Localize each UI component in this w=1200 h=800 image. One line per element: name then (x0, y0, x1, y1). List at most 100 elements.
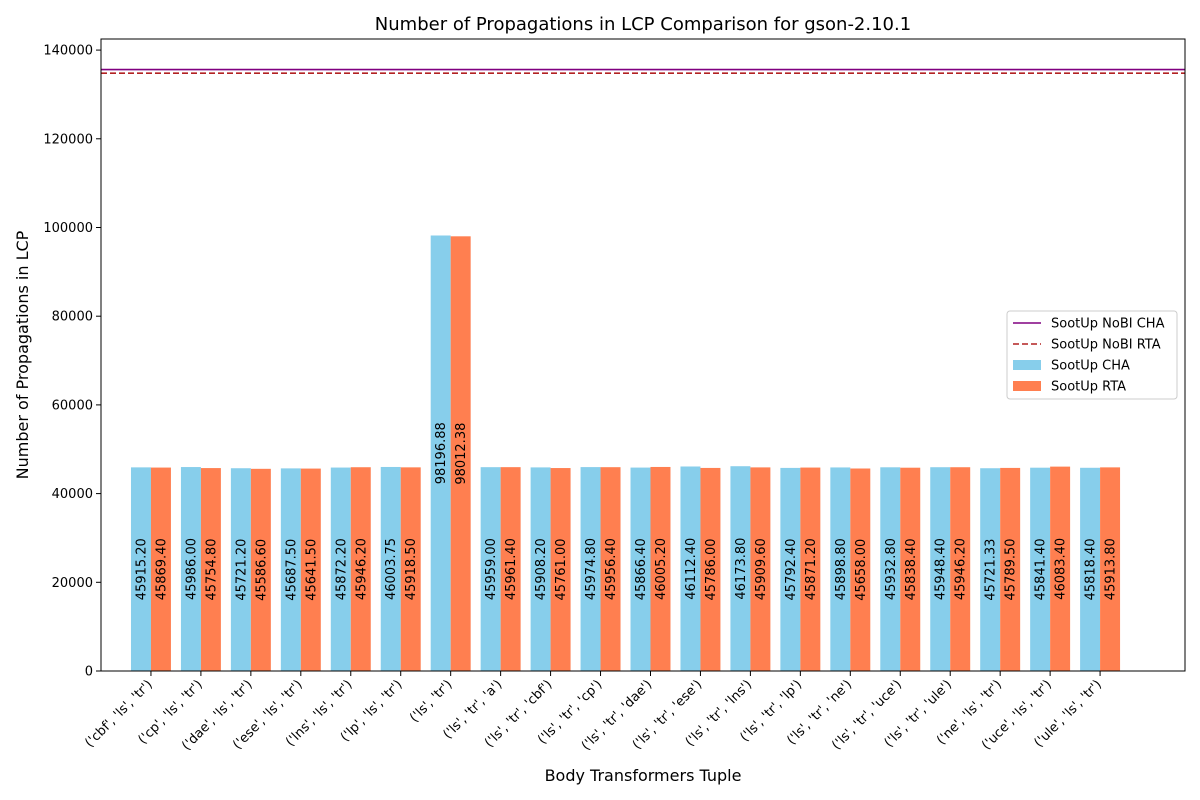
bar-cha (480, 467, 501, 671)
bar-rta (350, 467, 371, 671)
legend-entry-label: SootUp NoBI RTA (1051, 338, 1161, 353)
bar-cha (130, 467, 151, 671)
bar-cha (280, 468, 301, 671)
bar-rta (500, 467, 521, 671)
legend: SootUp NoBI CHA SootUp NoBI RTA SootUp CHA… (1006, 310, 1178, 400)
bar-value-label: 45586.60 (254, 539, 269, 601)
bar-cha (180, 467, 201, 671)
bar-rta (150, 467, 171, 671)
legend-entry-label: SootUp NoBI CHA (1051, 317, 1165, 332)
bar-value-label: 45932.80 (884, 538, 899, 600)
bar-value-label: 46003.75 (384, 538, 399, 600)
y-axis-label: Number of Propagations in LCP (13, 230, 32, 479)
bar-value-label: 45918.50 (404, 538, 419, 600)
bar-value-label: 45721.20 (234, 539, 249, 601)
y-tick-label: 0 (85, 665, 93, 680)
bar-cha (530, 467, 551, 671)
bar-rta (850, 468, 871, 671)
bar-value-label: 45786.00 (704, 538, 719, 600)
y-tick-label: 20000 (52, 576, 93, 591)
bar-value-label: 45908.20 (534, 538, 549, 600)
bar-cha (780, 467, 801, 671)
bar-cha (630, 467, 651, 671)
bar-value-label: 45866.40 (634, 538, 649, 600)
bar-value-label: 45909.60 (754, 538, 769, 600)
bar-cha (330, 467, 351, 671)
bar-cha (430, 235, 451, 671)
bar-cha (380, 466, 401, 671)
bar-value-label: 46005.20 (654, 538, 669, 600)
y-tick-label: 60000 (52, 398, 93, 413)
bar-value-label: 45789.50 (1004, 538, 1019, 600)
bar-value-label: 45871.20 (804, 538, 819, 600)
bar-rta (950, 467, 971, 671)
bar-cha (1080, 467, 1101, 671)
bar-rta (450, 236, 471, 671)
bar-rta (800, 467, 821, 671)
bar-cha (230, 468, 251, 671)
bar-value-label: 46173.80 (734, 538, 749, 600)
bar-rta (300, 468, 321, 671)
legend-patch-swatch (1013, 360, 1041, 370)
bar-rta (1100, 467, 1121, 671)
bar-rta (750, 467, 771, 671)
bar-value-label: 98196.88 (434, 422, 449, 484)
bar-rta (250, 468, 271, 671)
bar-rta (900, 467, 921, 671)
y-tick-label: 120000 (43, 132, 93, 147)
bar-value-label: 45687.50 (284, 539, 299, 601)
bar-rta (600, 467, 621, 671)
bar-value-label: 45915.20 (134, 538, 149, 600)
bar-value-label: 45946.20 (954, 538, 969, 600)
bar-value-label: 45872.20 (334, 538, 349, 600)
bar-value-label: 46112.40 (684, 538, 699, 600)
bar-value-label: 45761.00 (554, 539, 569, 601)
bar-cha (880, 467, 901, 671)
bar-value-label: 45961.40 (504, 538, 519, 600)
bar-value-label: 45974.80 (584, 538, 599, 600)
bar-cha (680, 466, 701, 671)
bar-value-label: 45641.50 (304, 539, 319, 601)
y-tick-label: 80000 (52, 310, 93, 325)
bar-cha (980, 468, 1001, 671)
legend-box (1006, 310, 1178, 400)
bar-cha (930, 467, 951, 671)
bar-rta (200, 468, 221, 671)
chart-title: Number of Propagations in LCP Comparison… (375, 14, 911, 35)
bar-cha (730, 466, 751, 671)
bar-value-label: 45754.80 (204, 539, 219, 601)
bar-value-label: 45792.40 (784, 538, 799, 600)
x-tick-label: ('ls', 'tr') (407, 677, 455, 725)
x-axis-label: Body Transformers Tuple (545, 766, 742, 785)
bar-value-label: 45948.40 (934, 538, 949, 600)
bar-value-label: 45959.00 (484, 538, 499, 600)
bar-rta (700, 467, 721, 671)
bar-value-label: 45913.80 (1104, 538, 1119, 600)
plot-area: 45915.20 45986.00 45721.20 45687.50 45872.20… (43, 38, 1186, 754)
bar-value-label: 45658.00 (854, 539, 869, 601)
bar-rta (1000, 467, 1021, 671)
bar-value-label: 45946.20 (354, 538, 369, 600)
bar-value-label: 45956.40 (604, 538, 619, 600)
bar-value-label: 45818.40 (1084, 538, 1099, 600)
bar-rta (650, 466, 671, 671)
bar-value-label: 45869.40 (154, 538, 169, 600)
bar-value-label: 45986.00 (184, 538, 199, 600)
bar-rta (1050, 466, 1071, 671)
bar-value-label: 45721.33 (984, 539, 999, 601)
plot-frame (100, 38, 1186, 672)
bar-value-label: 98012.38 (454, 423, 469, 485)
bar-cha (830, 467, 851, 671)
y-tick-label: 140000 (43, 44, 93, 59)
y-tick-label: 100000 (43, 221, 93, 236)
bar-value-label: 46083.40 (1054, 538, 1069, 600)
bar-value-label: 45841.40 (1034, 538, 1049, 600)
y-tick-label: 40000 (52, 487, 93, 502)
bar-rta (550, 468, 571, 671)
bar-rta (400, 467, 421, 671)
bar-cha (580, 467, 601, 671)
bar-value-label: 45838.40 (904, 538, 919, 600)
legend-entry-label: SootUp CHA (1051, 359, 1130, 374)
bar-value-label: 45898.80 (834, 538, 849, 600)
